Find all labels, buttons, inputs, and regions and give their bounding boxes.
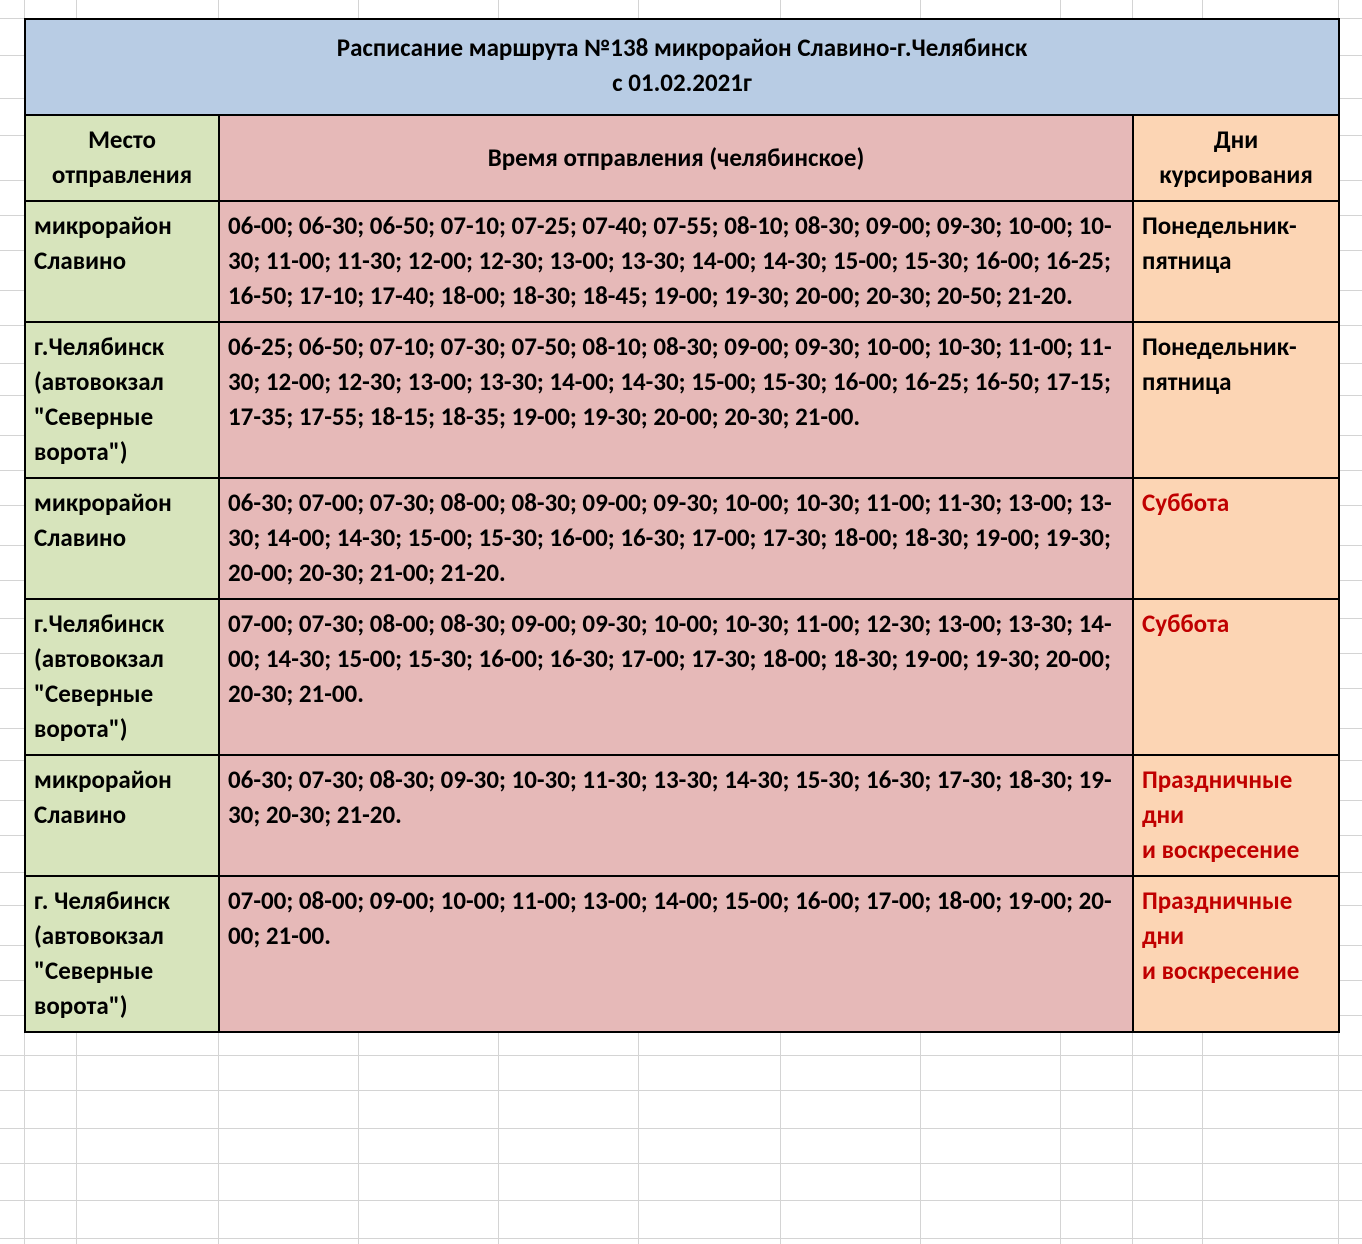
table-row: микрорайон Славино06-30; 07-00; 07-30; 0…: [25, 478, 1339, 599]
title-line1: Расписание маршрута №138 микрорайон Слав…: [337, 32, 1027, 63]
title-cell: Расписание маршрута №138 микрорайон Слав…: [25, 19, 1339, 115]
schedule-table: Расписание маршрута №138 микрорайон Слав…: [24, 18, 1340, 1033]
times-cell: 06-30; 07-30; 08-30; 09-30; 10-30; 11-30…: [219, 755, 1133, 876]
days-cell: Праздничные дни и воскресение: [1133, 876, 1339, 1032]
table-row: г.Челябинск (автовокзал "Северные ворота…: [25, 322, 1339, 478]
table-row: микрорайон Славино06-30; 07-30; 08-30; 0…: [25, 755, 1339, 876]
spreadsheet-canvas: Расписание маршрута №138 микрорайон Слав…: [0, 0, 1362, 1244]
days-cell: Понедельник-пятница: [1133, 201, 1339, 322]
table-row: г. Челябинск (автовокзал "Северные ворот…: [25, 876, 1339, 1032]
header-days: Дни курсирования: [1133, 115, 1339, 201]
days-cell: Праздничные дни и воскресение: [1133, 755, 1339, 876]
header-row: Место отправления Время отправления (чел…: [25, 115, 1339, 201]
days-cell: Суббота: [1133, 478, 1339, 599]
times-cell: 06-00; 06-30; 06-50; 07-10; 07-25; 07-40…: [219, 201, 1133, 322]
title-row: Расписание маршрута №138 микрорайон Слав…: [25, 19, 1339, 115]
times-cell: 06-25; 06-50; 07-10; 07-30; 07-50; 08-10…: [219, 322, 1133, 478]
times-cell: 07-00; 07-30; 08-00; 08-30; 09-00; 09-30…: [219, 599, 1133, 755]
header-departure: Место отправления: [25, 115, 219, 201]
table-row: микрорайон Славино06-00; 06-30; 06-50; 0…: [25, 201, 1339, 322]
days-cell: Суббота: [1133, 599, 1339, 755]
days-cell: Понедельник-пятница: [1133, 322, 1339, 478]
departure-cell: г.Челябинск (автовокзал "Северные ворота…: [25, 599, 219, 755]
departure-cell: микрорайон Славино: [25, 201, 219, 322]
departure-cell: микрорайон Славино: [25, 755, 219, 876]
departure-cell: микрорайон Славино: [25, 478, 219, 599]
times-cell: 07-00; 08-00; 09-00; 10-00; 11-00; 13-00…: [219, 876, 1133, 1032]
header-times: Время отправления (челябинское): [219, 115, 1133, 201]
times-cell: 06-30; 07-00; 07-30; 08-00; 08-30; 09-00…: [219, 478, 1133, 599]
departure-cell: г. Челябинск (автовокзал "Северные ворот…: [25, 876, 219, 1032]
title-line2: с 01.02.2021г: [34, 65, 1330, 100]
table-row: г.Челябинск (автовокзал "Северные ворота…: [25, 599, 1339, 755]
departure-cell: г.Челябинск (автовокзал "Северные ворота…: [25, 322, 219, 478]
